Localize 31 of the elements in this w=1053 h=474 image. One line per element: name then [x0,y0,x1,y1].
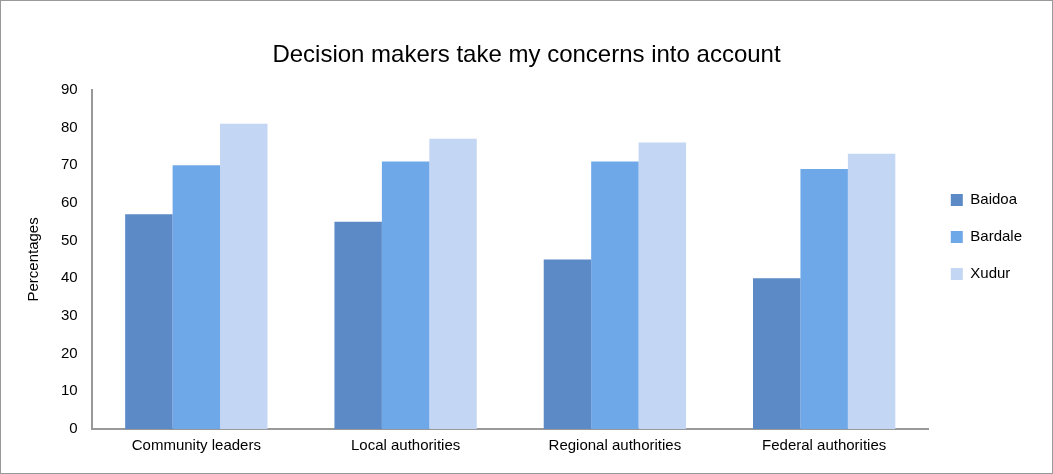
bar [847,153,896,429]
y-tick-label: 10 [61,381,78,399]
y-tick-label: 60 [61,193,78,211]
y-tick-label: 0 [69,419,78,437]
x-tick-label: Federal authorities [762,436,887,454]
y-tick-label: 30 [61,306,78,324]
bar [220,123,268,429]
bar [172,165,221,429]
chart-title: Decision makers take my concerns into account [272,40,781,68]
legend-label: Bardale [970,227,1022,245]
x-tick-label: Local authorities [350,436,461,454]
bar [334,221,382,429]
bar [591,161,639,429]
x-tick-label: Regional authorities [548,436,682,454]
legend-label: Baidoa [970,190,1018,208]
y-tick-label: 50 [61,230,78,248]
y-tick-label: 90 [61,79,78,97]
bar [638,142,687,429]
bar [543,259,592,429]
bar [429,138,477,429]
y-tick-label: 70 [61,155,78,173]
y-tick-label: 40 [61,268,78,286]
legend-label: Xudur [970,264,1011,282]
y-tick-label: 80 [61,117,78,135]
bar [753,278,801,429]
bar [381,161,430,429]
bar [800,168,848,429]
x-tick-label: Community leaders [131,436,261,454]
y-axis-title: Percentages [24,217,42,302]
bar [125,214,173,429]
y-tick-label: 20 [61,343,78,361]
